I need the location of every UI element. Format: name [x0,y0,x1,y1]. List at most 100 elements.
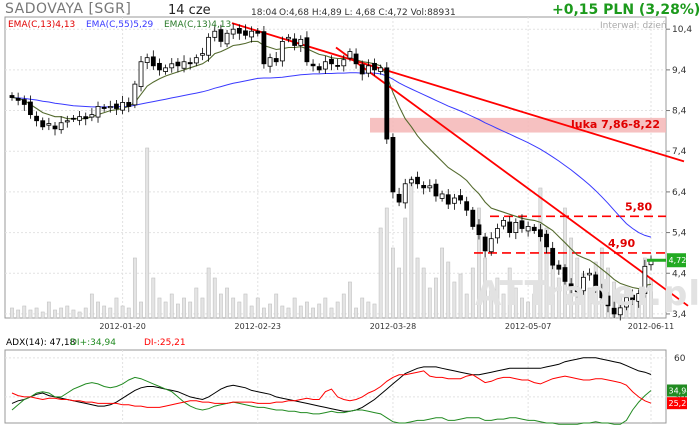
di-value-label: 34,94 [669,386,692,395]
candle-body [255,30,261,34]
volume-bar [526,301,531,319]
volume-bar [286,307,291,319]
volume-bar [360,297,365,319]
candle-body [378,67,384,72]
volume-bar [108,307,113,319]
time-label: 18:04 [251,8,277,18]
candle-body [107,106,113,109]
candle-body [28,101,33,116]
volume-bar [477,207,481,319]
candle-body [212,30,218,38]
candle-body [83,116,89,120]
candle-body [507,221,513,233]
candle-body [581,276,586,292]
candle-body [415,176,420,185]
candle-body [89,114,95,118]
volume-bar [470,267,475,319]
candle-body [329,58,334,65]
candle-body [599,289,605,299]
volume-bar [169,293,174,319]
candle-body [304,37,310,63]
candle-body [642,265,648,294]
interval-label: Interwał: dzień [600,21,667,31]
candle-body [71,117,76,120]
candle-body [396,193,402,203]
volume-bar [483,257,488,319]
volume-bar [280,305,285,319]
candle-body [132,83,138,106]
adx-legend-2: DI-:25,21 [144,338,186,348]
candle-body [101,106,107,109]
candle-body [163,67,169,72]
candle-body [144,57,150,63]
candle-body [384,67,390,140]
volume-bar [71,309,76,319]
y-tick-label: 8,4 [672,107,687,117]
candle-body [513,222,519,233]
candle-body [408,179,414,184]
volume-bar [151,277,156,319]
volume-bar [305,301,309,319]
ticker-title: SADOVAYA [SGR] [5,1,132,17]
volume-bar [83,307,88,319]
candle-body [187,62,193,65]
candle-body [568,283,574,290]
candle-body [58,122,64,131]
volume-bar [65,305,70,319]
candle-body [593,274,599,290]
volume-bar [243,293,248,319]
candle-body [193,57,199,64]
candle-body [347,51,353,59]
last-price-badge [667,253,686,268]
volume-bar [188,301,193,319]
volume-bar [126,307,131,319]
candle-body [335,65,341,67]
volume-bar [452,281,457,319]
volume-bar [397,267,401,319]
volume-bar [139,301,143,319]
candle-body [126,102,132,107]
volume-bar [569,237,574,319]
volume-bar [249,305,254,319]
candle-body [15,97,21,101]
volume-bar [212,277,217,319]
candle-body [286,36,291,40]
candle-body [550,248,556,266]
date-label: 14 cze [168,3,211,18]
y-tick-label: 10,4 [672,25,692,35]
volume-bar [323,297,328,319]
y-tick-label: 4,4 [672,269,687,279]
volume-bar [46,301,51,319]
candle-body [501,219,506,227]
volume-bar [556,277,561,319]
volume-bar [421,267,426,319]
gap-label: luka 7,86-8,22 [571,118,660,131]
candle-body [402,183,408,204]
volume-bar [348,281,352,319]
candle-body [353,53,359,65]
volume-bar [262,307,266,319]
candle-body [488,238,494,253]
volume-bar [440,247,444,319]
candle-body [574,289,580,292]
volume-bar [513,287,518,319]
candle-body [114,103,119,109]
candle-body [120,102,125,111]
candle-body [427,185,433,189]
volume-bar [458,273,463,319]
volume-bar [311,307,315,319]
candle-body [587,272,592,276]
candle-body [617,307,623,316]
adx-series-line [11,357,652,412]
volume-bar [446,261,451,319]
candle-body [630,294,635,301]
volume-bar [96,301,100,319]
volume-bar [563,207,567,319]
candle-body [34,115,39,122]
candle-body [236,27,242,34]
candle-body [544,233,549,248]
volume-bar [22,305,27,319]
volume-bar [219,293,223,319]
